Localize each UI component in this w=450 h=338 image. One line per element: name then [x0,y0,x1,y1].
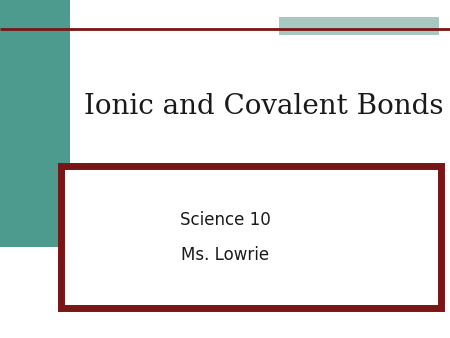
Bar [279,17,439,35]
Text: Ionic and Covalent Bonds: Ionic and Covalent Bonds [84,93,443,120]
Text: Ms. Lowrie: Ms. Lowrie [181,246,269,264]
Bar [0,0,70,247]
Bar [61,166,441,308]
Text: Science 10: Science 10 [180,211,270,229]
